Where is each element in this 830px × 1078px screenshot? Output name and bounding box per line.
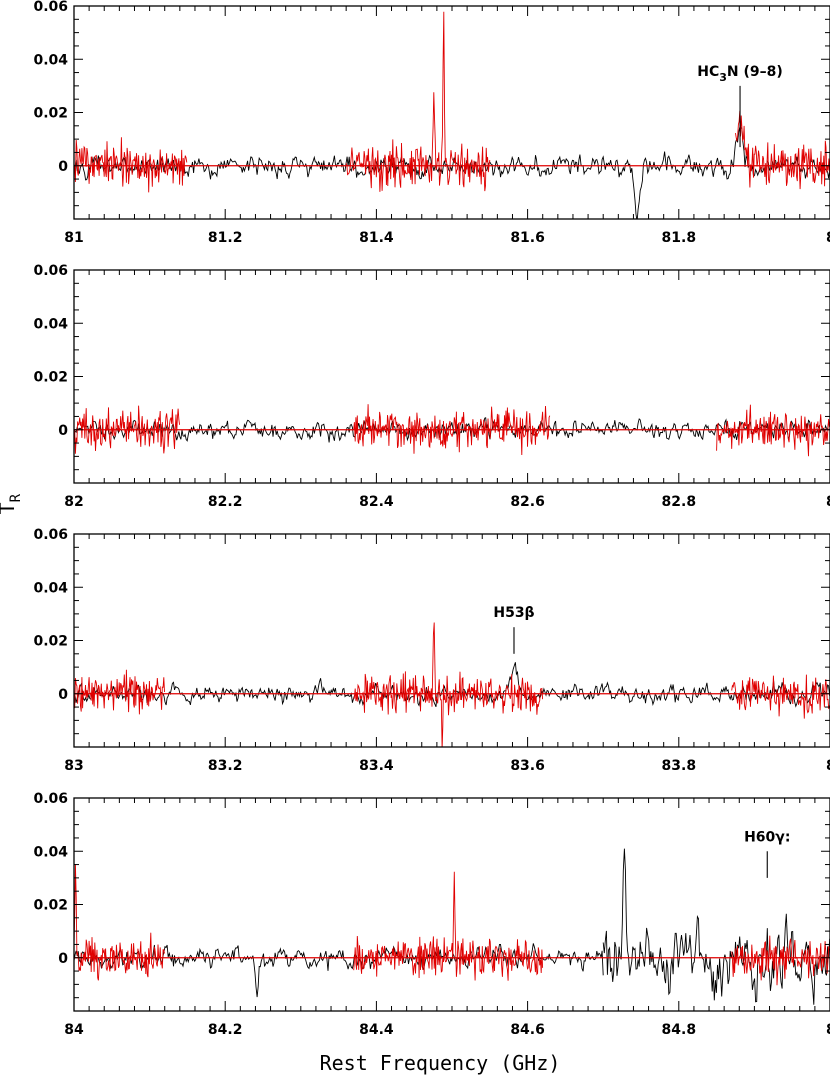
spectrum-panel-4: 0 0.02 0.04 0.06 84 84.2 84.4 84.6 84.8 8 H60γ: bbox=[33, 791, 830, 1038]
x-tick-label: 8 bbox=[826, 230, 830, 246]
y-tick-label: 0.06 bbox=[33, 791, 68, 807]
x-tick-label: 81.4 bbox=[359, 230, 394, 246]
x-tick-label: 8 bbox=[826, 494, 830, 510]
x-tick-label: 82.8 bbox=[662, 494, 697, 510]
y-tick-label: 0.04 bbox=[33, 52, 68, 68]
y-tick-label: 0.02 bbox=[33, 370, 68, 386]
red-spectrum-line bbox=[731, 674, 830, 719]
x-tick-label: 84.2 bbox=[208, 1022, 243, 1038]
y-tick-label: 0.02 bbox=[33, 634, 68, 650]
red-spectrum-line bbox=[74, 137, 188, 193]
x-tick-label: 83 bbox=[64, 758, 83, 774]
plot-frame bbox=[73, 5, 830, 220]
x-tick-label: 83.6 bbox=[510, 758, 545, 774]
red-spectrum-line bbox=[345, 11, 491, 192]
red-spectrum-line bbox=[716, 404, 830, 457]
black-spectrum-line bbox=[74, 417, 830, 443]
black-spectrum-line bbox=[74, 127, 830, 219]
x-tick-label: 84.6 bbox=[510, 1022, 545, 1038]
y-tick-label: 0.06 bbox=[33, 0, 68, 15]
black-spectrum-line bbox=[74, 943, 604, 998]
plot-area bbox=[74, 622, 830, 747]
plot-frame bbox=[73, 269, 830, 484]
x-tick-label: 83.8 bbox=[662, 758, 697, 774]
red-spectrum-line bbox=[735, 110, 830, 190]
x-tick-label: 83.4 bbox=[359, 758, 394, 774]
line-annotation: H60γ: bbox=[744, 829, 790, 878]
y-tick-label: 0 bbox=[58, 951, 68, 967]
y-tick-label: 0.06 bbox=[33, 263, 68, 279]
line-annotation: H53β bbox=[493, 605, 535, 654]
x-tick-label: 81.6 bbox=[510, 230, 545, 246]
x-tick-label: 82.2 bbox=[208, 494, 243, 510]
spectrum-panel-3: 0 0.02 0.04 0.06 83 83.2 83.4 83.6 83.8 8 H53β bbox=[33, 527, 830, 774]
red-spectrum-line bbox=[353, 622, 544, 747]
line-annotation: HC3N (9–8) bbox=[697, 64, 783, 148]
annotation-label: H60γ: bbox=[744, 829, 790, 845]
x-tick-label: 82.4 bbox=[359, 494, 394, 510]
y-tick-label: 0.02 bbox=[33, 106, 68, 122]
x-tick-label: 8 bbox=[826, 758, 830, 774]
plot-area bbox=[74, 848, 830, 1005]
spectrum-panel-1: 0 0.02 0.04 0.06 81 81.2 81.4 81.6 81.8 8 HC3N (9–… bbox=[33, 0, 830, 246]
x-tick-label: 82 bbox=[64, 494, 83, 510]
plot-area bbox=[74, 11, 830, 219]
x-tick-label: 8 bbox=[826, 1022, 830, 1038]
x-tick-label: 84 bbox=[64, 1022, 84, 1038]
x-tick-label: 81.8 bbox=[662, 230, 697, 246]
x-tick-label: 81 bbox=[64, 230, 83, 246]
spectrum-panel-2: 0 0.02 0.04 0.06 82 82.2 82.4 82.6 82.8 8 bbox=[33, 263, 830, 510]
y-tick-label: 0.04 bbox=[33, 844, 68, 860]
black-spectrum-line bbox=[602, 848, 830, 1005]
y-tick-label: 0 bbox=[58, 159, 68, 175]
y-tick-label: 0.02 bbox=[33, 898, 68, 914]
y-axis-label: TR* bbox=[0, 486, 24, 515]
y-tick-label: 0 bbox=[58, 687, 68, 703]
x-axis-label: Rest Frequency (GHz) bbox=[320, 1051, 561, 1075]
y-tick-label: 0 bbox=[58, 423, 68, 439]
y-tick-label: 0.06 bbox=[33, 527, 68, 543]
red-spectrum-line bbox=[74, 669, 165, 715]
red-spectrum-line bbox=[74, 405, 181, 454]
black-spectrum-line bbox=[74, 662, 830, 708]
plot-frame bbox=[73, 533, 830, 748]
y-tick-label: 0.04 bbox=[33, 580, 68, 596]
annotation-label: HC3N (9–8) bbox=[697, 64, 783, 84]
annotation-label: H53β bbox=[493, 605, 534, 621]
x-tick-label: 81.2 bbox=[208, 230, 243, 246]
plot-area bbox=[74, 404, 830, 457]
red-spectrum-line bbox=[353, 404, 551, 456]
red-spectrum-line bbox=[353, 871, 544, 981]
x-tick-label: 83.2 bbox=[208, 758, 243, 774]
x-tick-label: 84.8 bbox=[662, 1022, 697, 1038]
red-spectrum-line bbox=[731, 935, 830, 986]
x-tick-label: 82.6 bbox=[510, 494, 545, 510]
y-tick-label: 0.04 bbox=[33, 316, 68, 332]
red-spectrum-line bbox=[74, 864, 165, 981]
x-tick-label: 84.4 bbox=[359, 1022, 394, 1038]
